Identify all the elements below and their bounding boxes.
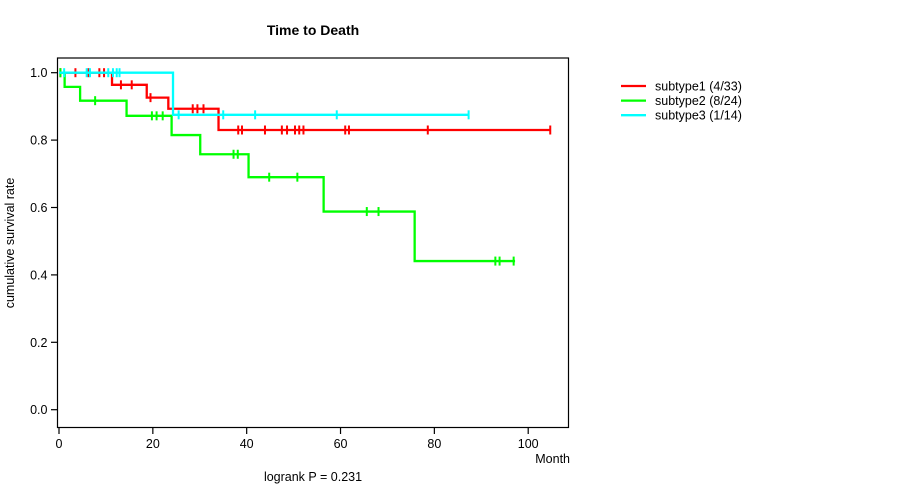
x-axis-label: Month (535, 452, 570, 466)
x-tick-label: 60 (334, 437, 348, 451)
y-tick-label: 0.2 (30, 336, 47, 350)
y-tick-label: 0.8 (30, 134, 47, 148)
survival-curve-subtype1 (59, 71, 551, 132)
legend-label: subtype3 (1/14) (655, 109, 742, 123)
chart-title: Time to Death (267, 22, 359, 38)
x-tick-label: 100 (518, 437, 539, 451)
legend-label: subtype1 (4/33) (655, 80, 742, 94)
y-tick-label: 1.0 (30, 66, 47, 80)
x-tick-label: 0 (56, 437, 63, 451)
logrank-annotation: logrank P = 0.231 (264, 470, 362, 484)
y-axis-ticks: 0.0 0.2 0.4 0.6 0.8 1.0 (30, 66, 58, 417)
legend-label: subtype2 (8/24) (655, 94, 742, 108)
survival-curves (59, 68, 552, 266)
x-tick-label: 20 (146, 437, 160, 451)
x-axis-ticks: 0 20 40 60 80 100 (56, 427, 539, 451)
y-tick-label: 0.0 (30, 403, 47, 417)
plot-box (56, 57, 570, 429)
x-tick-label: 80 (427, 437, 441, 451)
x-tick-label: 40 (240, 437, 254, 451)
y-axis-label: cumulative survival rate (3, 178, 17, 309)
legend: subtype1 (4/33)subtype2 (8/24)subtype3 (… (621, 80, 742, 123)
y-tick-label: 0.6 (30, 201, 47, 215)
survival-curve-subtype2 (59, 71, 516, 263)
survival-curve-subtype3 (59, 71, 469, 116)
y-tick-label: 0.4 (30, 268, 47, 282)
